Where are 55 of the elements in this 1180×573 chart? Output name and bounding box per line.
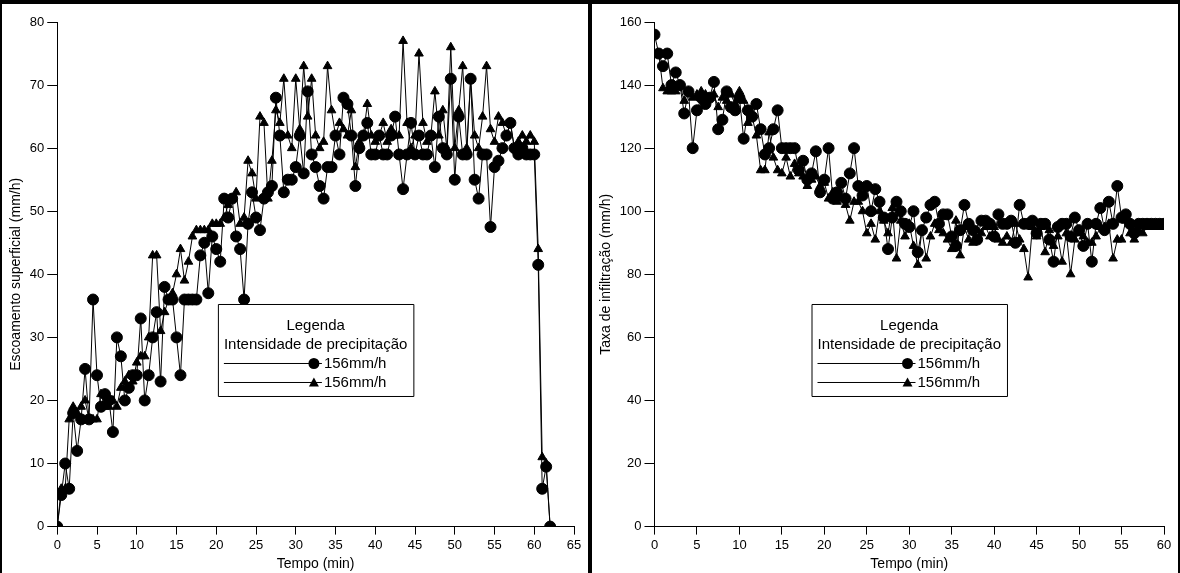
y-tick-label: 30 — [29, 328, 45, 344]
x-tick-label: 35 — [328, 536, 343, 552]
x-tick-label: 5 — [93, 536, 101, 552]
x-tick-label: 0 — [650, 536, 659, 552]
y-tick-label: 80 — [29, 13, 45, 29]
x-tick-label: 0 — [53, 536, 61, 552]
x-tick-label: 15 — [774, 536, 790, 552]
y-tick-label: 160 — [619, 13, 642, 29]
y-tick-label: 20 — [627, 455, 642, 471]
x-tick-label: 50 — [447, 536, 462, 552]
x-tick-label: 25 — [248, 536, 264, 552]
y-tick-label: 20 — [29, 392, 45, 408]
legend-label: 156mm/h — [917, 353, 981, 371]
x-tick-label: 20 — [209, 536, 224, 552]
legend-title: Legenda Intensidade de precipitação — [817, 315, 1001, 352]
y-tick-label: 120 — [619, 139, 642, 155]
legend-label: 156mm/h — [323, 353, 387, 371]
x-tick-label: 60 — [1156, 536, 1172, 552]
legend-label: 156mm/h — [323, 372, 387, 390]
x-tick-label: 45 — [1029, 536, 1044, 552]
x-tick-label: 40 — [368, 536, 383, 552]
y-tick-label: 40 — [627, 392, 642, 408]
y-tick-label: 140 — [619, 76, 642, 92]
y-tick-label: 0 — [634, 518, 642, 534]
y-tick-label: 0 — [37, 518, 45, 534]
y-tick-label: 80 — [627, 265, 642, 281]
x-tick-label: 45 — [407, 536, 423, 552]
x-tick-label: 40 — [986, 536, 1002, 552]
y-tick-label: 60 — [29, 139, 45, 155]
legend-label: 156mm/h — [917, 372, 981, 390]
x-tick-label: 55 — [1114, 536, 1129, 552]
x-tick-label: 55 — [487, 536, 502, 552]
x-axis-title: Tempo (min) — [276, 555, 355, 572]
x-tick-label: 65 — [566, 536, 582, 552]
legend-title: Legenda Intensidade de precipitação — [223, 315, 408, 352]
x-tick-label: 50 — [1071, 536, 1087, 552]
x-tick-label: 35 — [944, 536, 959, 552]
y-tick-label: 40 — [29, 265, 45, 281]
x-tick-label: 30 — [902, 536, 917, 552]
x-axis-title: Tempo (min) — [870, 555, 949, 572]
x-tick-label: 5 — [693, 536, 701, 552]
y-tick-label: 60 — [627, 328, 642, 344]
x-tick-label: 30 — [288, 536, 303, 552]
y-axis-title: Escoamento superficial (mm/h) — [7, 177, 24, 371]
x-tick-label: 10 — [732, 536, 747, 552]
y-tick-label: 100 — [619, 202, 642, 218]
y-tick-label: 10 — [29, 455, 45, 471]
x-tick-label: 60 — [527, 536, 542, 552]
y-tick-label: 70 — [29, 76, 45, 92]
y-tick-label: 50 — [29, 202, 45, 218]
x-tick-label: 25 — [859, 536, 875, 552]
x-tick-label: 10 — [129, 536, 144, 552]
y-axis-title: Taxa de infiltração (mm/h) — [597, 193, 614, 355]
x-tick-label: 20 — [817, 536, 832, 552]
x-tick-label: 15 — [169, 536, 184, 552]
